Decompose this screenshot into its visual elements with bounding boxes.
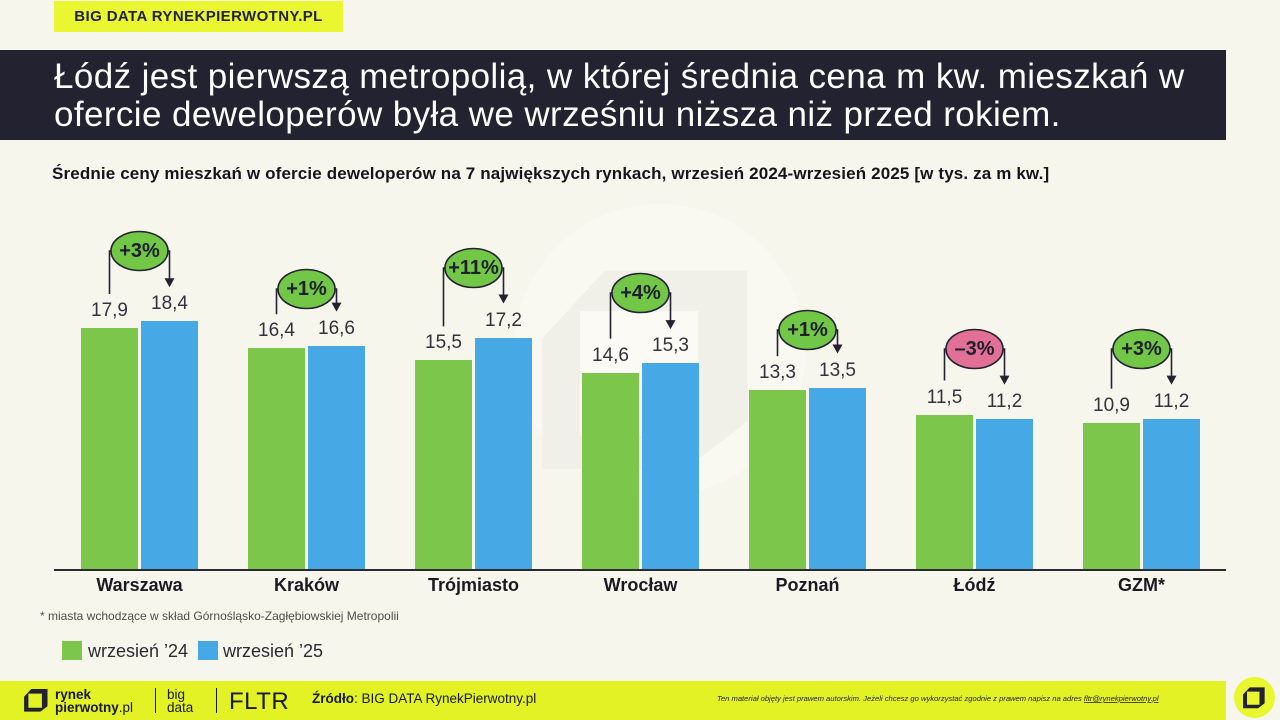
svg-text:+4%: +4% bbox=[620, 282, 661, 304]
svg-text:+3%: +3% bbox=[119, 240, 160, 262]
svg-text:–3%: –3% bbox=[954, 338, 994, 360]
svg-text:+1%: +1% bbox=[286, 278, 327, 300]
svg-text:FLTR: FLTR bbox=[229, 688, 289, 715]
svg-text:big: big bbox=[167, 687, 185, 702]
svg-text:pierwotny.pl: pierwotny.pl bbox=[55, 700, 133, 715]
svg-text:rynek: rynek bbox=[55, 687, 92, 702]
svg-text:Źródło: BIG DATA RynekPierwotn: Źródło: BIG DATA RynekPierwotny.pl bbox=[312, 691, 536, 706]
svg-text:+1%: +1% bbox=[787, 319, 828, 341]
svg-text:+11%: +11% bbox=[448, 257, 499, 279]
svg-text:Ten materiał objęty jest prawe: Ten materiał objęty jest prawem autorski… bbox=[717, 694, 1159, 703]
svg-text:data: data bbox=[167, 700, 194, 715]
svg-text:+3%: +3% bbox=[1121, 338, 1162, 360]
